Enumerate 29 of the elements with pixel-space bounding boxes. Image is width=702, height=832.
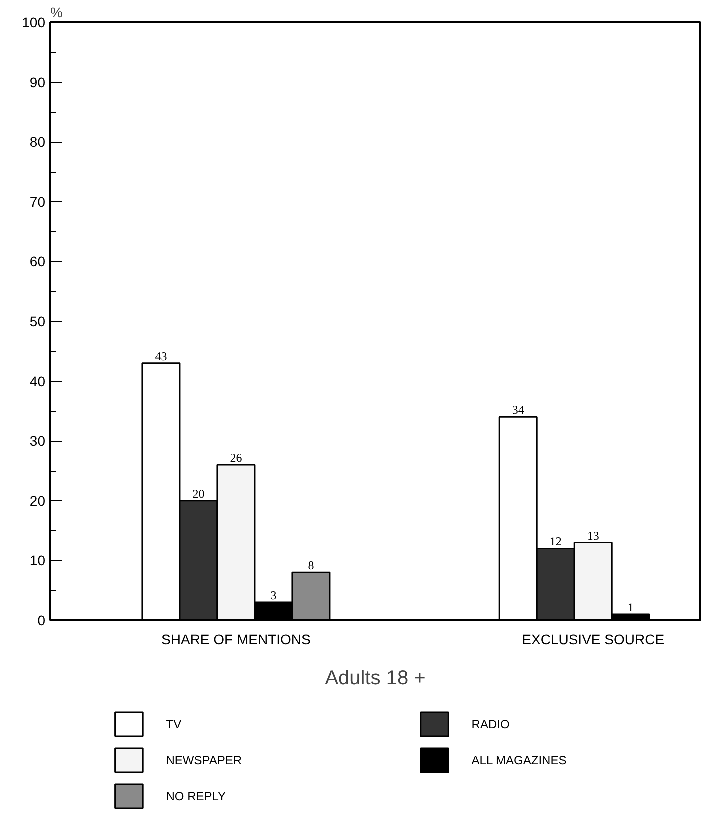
- legend-label: NEWSPAPER: [166, 754, 242, 768]
- legend-label: RADIO: [472, 718, 510, 732]
- legend-label: ALL MAGAZINES: [472, 754, 567, 768]
- x-tick-label: EXCLUSIVE SOURCE: [522, 632, 665, 648]
- y-tick-label: 50: [30, 314, 46, 330]
- y-axis-title: %: [50, 4, 63, 20]
- legend-label: TV: [166, 718, 182, 732]
- y-tick-label: 20: [30, 492, 46, 509]
- x-tick-label: SHARE OF MENTIONS: [162, 632, 311, 648]
- y-tick-label: 40: [30, 373, 46, 390]
- legend-label: NO REPLY: [166, 790, 226, 804]
- data-label: 34: [512, 403, 524, 418]
- data-label: 8: [308, 558, 314, 573]
- y-tick-label: 60: [30, 254, 46, 270]
- data-label: 1: [628, 600, 634, 615]
- y-tick-label: 100: [22, 14, 46, 30]
- y-tick-label: 10: [30, 552, 46, 569]
- y-tick-label: 90: [30, 74, 46, 90]
- y-tick-label: 0: [38, 612, 46, 628]
- data-label: 13: [587, 528, 600, 543]
- data-label: 12: [550, 534, 562, 549]
- data-label: 3: [270, 588, 277, 603]
- y-tick-label: 80: [30, 134, 46, 150]
- data-label: 26: [230, 451, 242, 466]
- text: Adults 18 +: [325, 668, 426, 690]
- y-tick-label: 70: [30, 194, 46, 210]
- y-tick-label: 30: [30, 433, 46, 450]
- data-label: 43: [155, 349, 168, 364]
- data-label: 20: [192, 486, 205, 501]
